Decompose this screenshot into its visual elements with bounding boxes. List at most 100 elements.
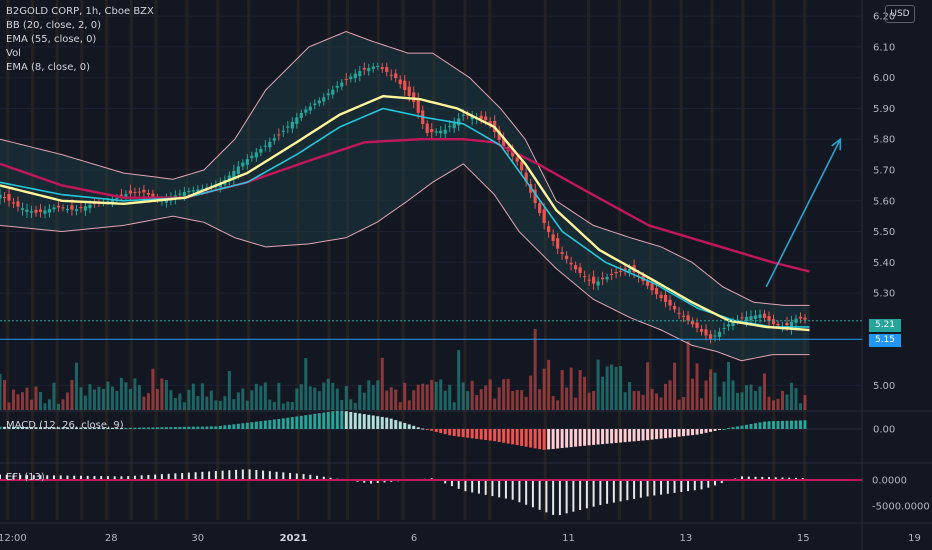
efi-bar xyxy=(309,474,312,480)
macd-bar xyxy=(547,429,551,450)
volume-bar xyxy=(277,382,281,410)
macd-bar xyxy=(574,429,578,447)
candle-body xyxy=(803,317,807,320)
candle-body xyxy=(290,121,294,129)
candle-body xyxy=(457,118,461,126)
macd-bar xyxy=(488,429,492,441)
volume-bar xyxy=(380,357,384,410)
efi-bar xyxy=(666,480,669,494)
macd-bar xyxy=(371,415,375,429)
volume-bar xyxy=(740,392,744,410)
macd-bar xyxy=(592,429,596,445)
candle-body xyxy=(137,191,142,193)
volume-bar xyxy=(205,396,209,410)
macd-bar xyxy=(236,423,240,429)
candle-body xyxy=(259,149,263,153)
macd-bar xyxy=(479,429,483,440)
session-stripe xyxy=(587,0,591,520)
efi-bar xyxy=(221,470,224,480)
efi-bar xyxy=(52,475,55,480)
volume-bar xyxy=(367,380,371,410)
volume-bar xyxy=(789,382,793,410)
volume-bar xyxy=(628,382,632,410)
candle-body xyxy=(430,129,434,133)
volume-bar xyxy=(191,383,195,410)
efi-bar xyxy=(376,480,379,483)
volume-bar xyxy=(664,383,668,410)
efi-bar xyxy=(754,476,757,480)
volume-bar xyxy=(268,399,272,410)
efi-bar xyxy=(673,480,676,493)
candle-body xyxy=(650,283,654,291)
macd-bar xyxy=(623,429,627,443)
volume-bar xyxy=(223,396,227,410)
candle-body xyxy=(470,116,474,120)
candle-body xyxy=(672,305,677,310)
macd-bar xyxy=(52,427,56,429)
volume-bar xyxy=(376,380,380,410)
candle-body xyxy=(618,271,623,273)
candle-body xyxy=(74,209,79,212)
session-stripe xyxy=(247,0,251,520)
session-stripe xyxy=(803,0,807,520)
candle-body xyxy=(272,138,276,141)
candle-body xyxy=(798,316,803,319)
macd-bar xyxy=(317,413,321,429)
volume-bar xyxy=(214,400,218,410)
candle-body xyxy=(182,191,186,196)
volume-bar xyxy=(241,388,245,410)
efi-bar xyxy=(147,474,150,480)
session-stripe xyxy=(216,0,220,520)
macd-bar xyxy=(529,429,533,448)
candle-body xyxy=(362,68,366,70)
candle-body xyxy=(236,166,240,174)
macd-bar xyxy=(722,428,726,430)
volume-bar xyxy=(745,385,749,410)
candle-body xyxy=(11,202,16,204)
candle-body xyxy=(281,130,285,132)
candle-body xyxy=(124,194,128,197)
macd-bar xyxy=(668,429,672,438)
candle-body xyxy=(128,190,133,194)
macd-bar xyxy=(313,413,317,429)
candle-body xyxy=(277,134,281,136)
volume-bar xyxy=(614,366,618,410)
macd-bar xyxy=(430,429,434,431)
volume-bar xyxy=(340,399,344,410)
candle-body xyxy=(317,100,321,104)
efi-bar xyxy=(693,480,696,491)
candle-body xyxy=(61,207,65,209)
macd-bar xyxy=(56,427,60,429)
macd-bar xyxy=(191,426,195,429)
efi-bar xyxy=(255,470,258,480)
candle-body xyxy=(434,131,438,133)
x-tick-label: 30 xyxy=(191,533,204,544)
macd-bar xyxy=(88,427,92,429)
volume-bar xyxy=(245,400,249,410)
efi-bar xyxy=(120,476,123,480)
macd-bar xyxy=(682,429,686,437)
candle-body xyxy=(52,207,56,210)
candle-body xyxy=(569,262,573,265)
candle-body xyxy=(43,210,47,214)
candle-body xyxy=(610,273,614,275)
macd-bar xyxy=(272,419,276,429)
volume-bar xyxy=(353,402,357,410)
volume-bar xyxy=(434,381,438,410)
currency-button[interactable]: USD xyxy=(885,5,915,23)
volume-bar xyxy=(470,380,474,410)
macd-bar xyxy=(403,422,407,429)
volume-bar xyxy=(286,401,290,410)
candle-body xyxy=(704,329,708,336)
macd-bar xyxy=(713,429,717,431)
efi-bar xyxy=(39,475,42,480)
efi-bar xyxy=(32,475,35,480)
macd-bar xyxy=(349,412,353,429)
macd-bar xyxy=(776,421,780,429)
volume-bar xyxy=(677,399,681,410)
volume-bar xyxy=(218,401,222,410)
macd-bar xyxy=(659,429,663,439)
volume-bar xyxy=(758,386,762,410)
y-tick-label: 5.80 xyxy=(873,135,895,146)
